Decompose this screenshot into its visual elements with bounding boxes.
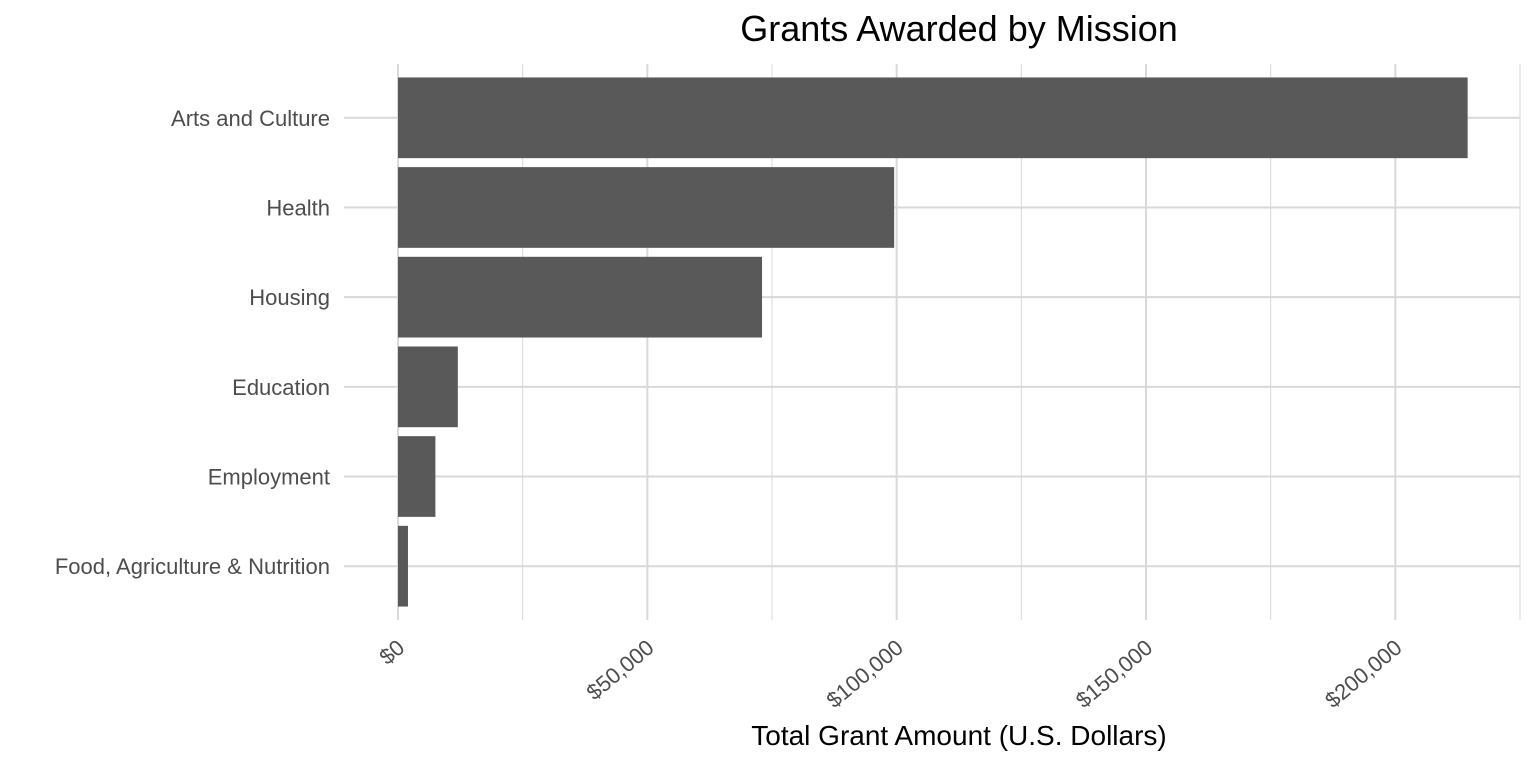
x-axis-title: Total Grant Amount (U.S. Dollars) — [751, 720, 1167, 751]
category-label: Education — [232, 375, 330, 400]
bar-arts-and-culture — [398, 77, 1468, 159]
x-tick-label: $50,000 — [582, 635, 659, 705]
x-tick-label: $200,000 — [1320, 635, 1406, 713]
category-label: Arts and Culture — [171, 106, 330, 131]
bar-health — [398, 167, 895, 248]
category-label: Employment — [208, 465, 330, 490]
category-label: Food, Agriculture & Nutrition — [55, 554, 330, 579]
chart-title: Grants Awarded by Mission — [740, 8, 1178, 49]
x-tick-label: $100,000 — [822, 635, 908, 713]
x-tick-label: $150,000 — [1071, 635, 1157, 713]
bar-education — [398, 346, 458, 428]
category-label: Health — [266, 195, 330, 220]
x-tick-label: $0 — [374, 635, 409, 670]
bar-housing — [398, 256, 763, 338]
category-label: Housing — [249, 285, 330, 310]
bar-employment — [398, 436, 436, 517]
bar-food-agriculture-nutrition — [398, 525, 408, 607]
